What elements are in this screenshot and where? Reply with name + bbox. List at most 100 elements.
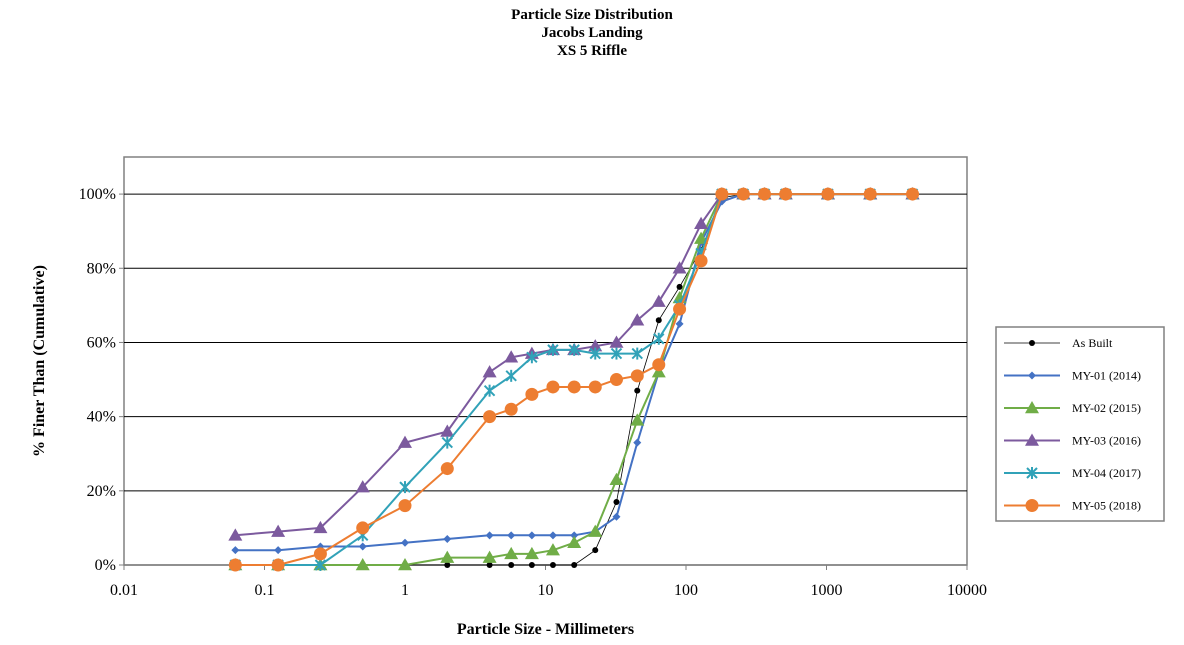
data-point <box>715 187 729 201</box>
data-point <box>779 187 793 201</box>
legend-entry: As Built <box>1004 336 1113 350</box>
data-point <box>570 531 579 540</box>
legend: As Built MY-01 (2014) MY-02 (2015) MY-03 (2… <box>995 326 1165 522</box>
data-point <box>356 521 370 535</box>
data-point <box>613 498 620 505</box>
data-point <box>612 512 621 521</box>
data-point <box>694 216 709 230</box>
legend-entry: MY-03 (2016) <box>1004 433 1141 448</box>
data-point <box>485 531 494 540</box>
legend-box <box>995 326 1165 522</box>
chart-title: Particle Size Distribution <box>511 7 673 23</box>
data-point <box>630 413 645 426</box>
data-point <box>358 542 367 551</box>
data-point <box>440 550 455 563</box>
y-tick-label: 60% <box>87 334 116 351</box>
data-point <box>549 562 556 568</box>
y-tick-label: 40% <box>87 409 116 426</box>
legend-label: MY-04 (2017) <box>1072 466 1141 480</box>
plot-area: 0% 20% 40% 60% 80% 100% 0.01 0.1 1 10 100 1000 10000 <box>79 156 987 599</box>
data-point <box>504 350 519 363</box>
legend-entry: MY-05 (2018) <box>1004 499 1141 513</box>
data-point <box>313 520 328 534</box>
data-point <box>444 562 451 568</box>
data-point <box>504 402 518 416</box>
data-point <box>567 380 581 394</box>
data-point <box>592 547 599 554</box>
data-point <box>545 543 560 556</box>
data-point <box>398 499 412 513</box>
data-point <box>652 358 666 372</box>
chart-subtitle-1: Jacobs Landing <box>541 25 643 41</box>
data-point <box>609 472 624 485</box>
legend-label: As Built <box>1072 336 1113 350</box>
data-point <box>568 343 580 356</box>
data-point <box>313 547 327 561</box>
data-point <box>589 347 601 360</box>
data-point <box>355 558 370 571</box>
data-point <box>651 365 666 378</box>
data-point <box>314 559 327 571</box>
legend-marker <box>1028 371 1036 380</box>
data-point <box>399 481 411 494</box>
legend-marker <box>1029 340 1035 346</box>
data-point <box>440 424 455 437</box>
data-point <box>588 339 603 352</box>
data-point <box>736 187 750 201</box>
y-axis-title-group: % Finer Than (Cumulative) <box>31 265 48 457</box>
data-point <box>675 319 684 328</box>
data-point <box>401 538 409 547</box>
legend-marker <box>1025 499 1039 512</box>
data-point <box>398 435 412 448</box>
data-point <box>567 535 582 548</box>
data-point <box>482 365 497 378</box>
plot-frame <box>123 156 968 566</box>
x-tick-label: 0.01 <box>110 582 138 599</box>
data-point <box>546 380 560 394</box>
x-tick-label: 0.1 <box>255 582 275 599</box>
x-tick-label: 10 <box>538 582 554 599</box>
data-point <box>548 531 557 540</box>
chart-subtitle-2: XS 5 Riffle <box>557 43 627 59</box>
data-point <box>694 254 708 268</box>
data-point <box>231 546 240 555</box>
data-point <box>634 387 641 394</box>
data-point <box>508 562 515 568</box>
legend-entry: MY-02 (2015) <box>1004 401 1141 415</box>
data-point <box>274 546 283 555</box>
data-point <box>483 384 496 397</box>
legend-entry: MY-01 (2014) <box>1004 369 1141 383</box>
data-point <box>486 562 493 568</box>
data-point <box>504 546 519 560</box>
data-point <box>355 480 370 493</box>
data-point <box>757 187 771 201</box>
x-tick-label: 1 <box>401 582 409 599</box>
data-point <box>609 335 624 348</box>
data-point <box>483 410 497 424</box>
legend-label: MY-02 (2015) <box>1072 401 1141 415</box>
legend-label: MY-01 (2014) <box>1072 369 1141 383</box>
legend-marker <box>1025 401 1039 414</box>
chart-title-block: Particle Size Distribution Jacobs Landin… <box>0 6 1184 60</box>
data-point <box>547 343 559 356</box>
data-point <box>610 347 623 360</box>
data-point <box>673 302 687 316</box>
data-point <box>441 436 454 449</box>
x-tick-label: 1000 <box>811 582 843 599</box>
data-point <box>528 562 535 568</box>
data-point <box>588 380 602 394</box>
data-point <box>398 558 412 571</box>
data-point <box>571 562 578 568</box>
data-point <box>440 462 454 476</box>
data-point <box>524 546 539 560</box>
legend-label: MY-05 (2018) <box>1072 499 1141 513</box>
y-axis-title: % Finer Than (Cumulative) <box>31 265 48 457</box>
y-tick-label: 80% <box>87 260 116 277</box>
legend-marker <box>1025 433 1039 446</box>
data-point <box>651 294 666 307</box>
data-point <box>631 347 643 360</box>
data-point <box>676 283 683 290</box>
data-point <box>527 531 536 540</box>
data-point <box>821 187 835 201</box>
